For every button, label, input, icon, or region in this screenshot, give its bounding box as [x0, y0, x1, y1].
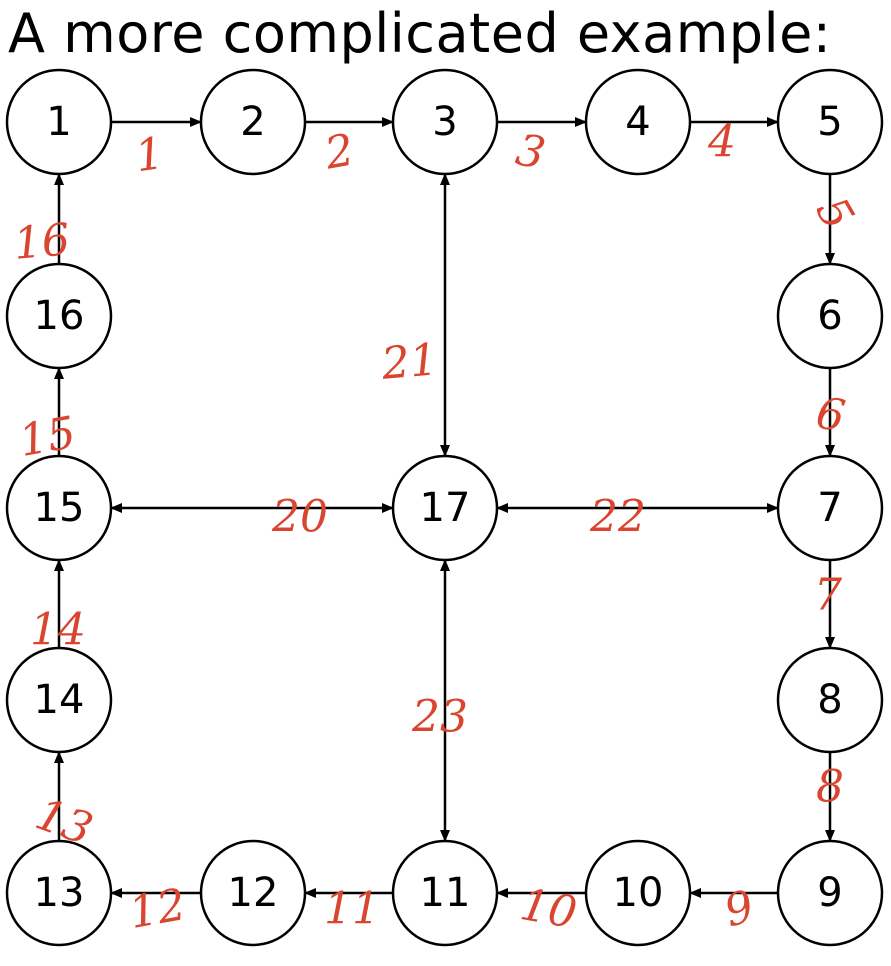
node-circle — [391, 454, 499, 562]
node-circle — [776, 68, 884, 176]
node-label: 4 — [625, 99, 650, 145]
edge-annotation-4: 4 — [707, 117, 736, 168]
node-label: 5 — [817, 99, 842, 145]
node-8: 8 — [776, 646, 884, 754]
node-circle — [584, 839, 692, 947]
edge-annotation-3: 3 — [512, 124, 550, 180]
node-1: 1 — [5, 68, 113, 176]
node-10: 10 — [584, 839, 692, 947]
node-circle — [199, 839, 307, 947]
node-circle — [776, 262, 884, 370]
node-circle — [776, 839, 884, 947]
node-circle — [5, 68, 113, 176]
edge-annotation-1: 1 — [132, 128, 167, 182]
node-3: 3 — [391, 68, 499, 176]
node-13: 13 — [5, 839, 113, 947]
node-circle — [5, 646, 113, 754]
edge-annotation-2: 2 — [320, 125, 357, 180]
node-7: 7 — [776, 454, 884, 562]
node-12: 12 — [199, 839, 307, 947]
edge-annotation-16: 16 — [12, 214, 72, 270]
node-17: 17 — [391, 454, 499, 562]
node-circle — [5, 262, 113, 370]
node-circle — [5, 839, 113, 947]
node-11: 11 — [391, 839, 499, 947]
node-6: 6 — [776, 262, 884, 370]
edge-annotation-8: 8 — [816, 762, 844, 813]
slide-title: A more complicated example: — [8, 2, 832, 65]
node-circle — [199, 68, 307, 176]
edge-annotation-22: 22 — [589, 492, 646, 543]
edge-annotation-21: 21 — [379, 334, 440, 390]
edge-annotation-12: 12 — [125, 879, 189, 939]
edge-annotation-6: 6 — [812, 388, 848, 443]
node-9: 9 — [776, 839, 884, 947]
node-label: 12 — [228, 870, 279, 916]
node-15: 15 — [5, 454, 113, 562]
edge-annotation-14: 14 — [30, 605, 86, 656]
node-circle — [776, 454, 884, 562]
edge-annotation-15: 15 — [15, 407, 79, 467]
node-label: 16 — [34, 293, 85, 339]
edge-annotation-11: 11 — [324, 884, 380, 935]
node-label: 6 — [817, 293, 842, 339]
edge-annotation-5: 5 — [806, 189, 864, 239]
node-14: 14 — [5, 646, 113, 754]
node-circle — [584, 68, 692, 176]
node-5: 5 — [776, 68, 884, 176]
node-circle — [391, 68, 499, 176]
edge-annotation-23: 23 — [411, 692, 468, 743]
node-circle — [391, 839, 499, 947]
edge-annotation-20: 20 — [271, 492, 328, 543]
edge-annotation-9: 9 — [719, 881, 759, 938]
node-label: 13 — [34, 870, 85, 916]
node-16: 16 — [5, 262, 113, 370]
node-label: 11 — [420, 870, 471, 916]
edge-annotation-7: 7 — [814, 570, 842, 621]
node-label: 1 — [46, 99, 71, 145]
node-circle — [5, 454, 113, 562]
node-label: 15 — [34, 485, 85, 531]
node-circle — [776, 646, 884, 754]
node-label: 14 — [34, 677, 85, 723]
node-label: 17 — [420, 485, 471, 531]
node-label: 2 — [240, 99, 265, 145]
node-label: 3 — [432, 99, 457, 145]
node-2: 2 — [199, 68, 307, 176]
edge-annotation-10: 10 — [517, 879, 581, 939]
node-label: 10 — [613, 870, 664, 916]
node-label: 9 — [817, 870, 842, 916]
node-label: 8 — [817, 677, 842, 723]
node-4: 4 — [584, 68, 692, 176]
node-label: 7 — [817, 485, 842, 531]
edges-layer — [54, 117, 835, 898]
